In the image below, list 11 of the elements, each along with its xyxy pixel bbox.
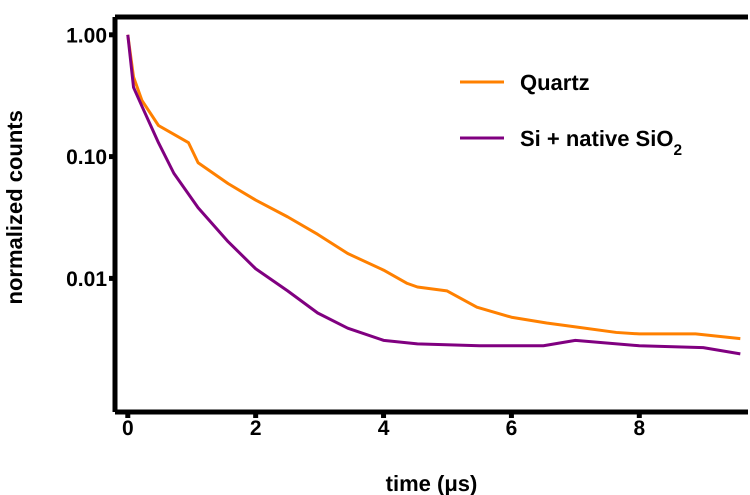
x-tick-label: 0 (122, 416, 134, 440)
y-tick-label: 0.01 (66, 268, 108, 291)
y-axis-title: normalized counts (2, 110, 27, 304)
x-tick-label: 2 (250, 416, 262, 440)
x-tick-label: 8 (633, 416, 646, 440)
y-tick-label: 0.10 (66, 146, 107, 170)
y-tick-label: 1.00 (66, 24, 107, 48)
legend-label: Si + native SiO$_{2}$ (520, 126, 682, 158)
x-tick-label: 4 (378, 416, 390, 440)
x-tick-label: 6 (506, 416, 518, 440)
legend-label: Quartz (520, 70, 590, 95)
